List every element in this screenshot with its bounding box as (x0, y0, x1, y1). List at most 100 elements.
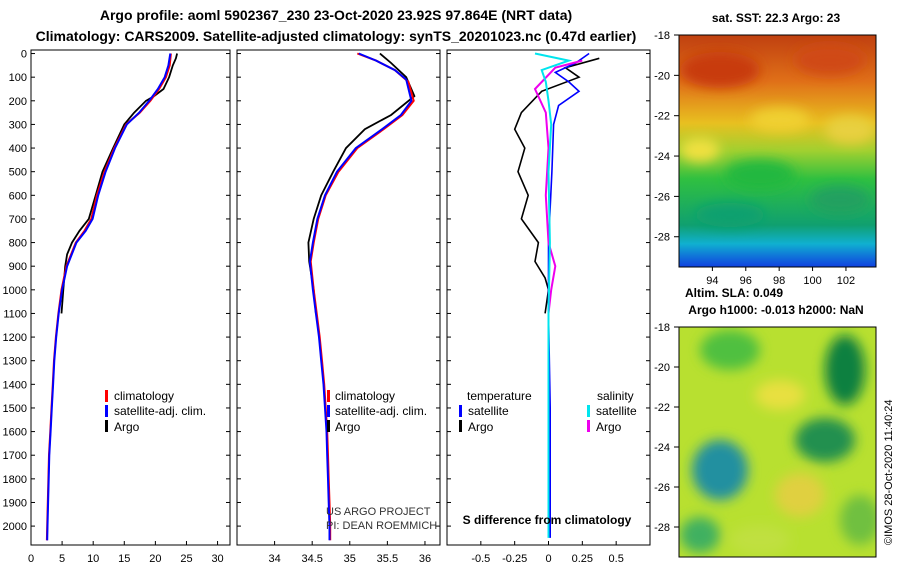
legend-swatch-climatology (327, 390, 330, 402)
lat-tick-label: -26 (654, 482, 670, 494)
temperature-panel (30, 49, 231, 546)
x-tick-label: 34 (268, 553, 280, 565)
lat-tick-label: -18 (654, 322, 670, 334)
sst-map-title: sat. SST: 22.3 Argo: 23 (712, 11, 841, 25)
sla-map-frame (678, 326, 877, 558)
temperature-legend: climatology satellite-adj. clim. Argo (105, 389, 206, 434)
x-tick-label: 0.5 (609, 553, 624, 565)
legend-group-temperature: temperature (467, 389, 532, 403)
x-tick-label: 35 (344, 553, 356, 565)
legend-swatch-s-satellite (587, 405, 590, 417)
legend-group-salinity: salinity (597, 389, 634, 403)
x-tick-label: 34.5 (301, 553, 322, 565)
temperature-lines (45, 53, 178, 541)
legend-label-s-satellite: satellite (596, 404, 637, 418)
depth-tick-label: 1500 (3, 403, 27, 415)
series-argo (307, 52, 416, 314)
depth-tick-label: 100 (9, 72, 27, 84)
series-s-satellite (534, 52, 573, 538)
lat-tick-label: -20 (654, 362, 670, 374)
depth-tick-label: 300 (9, 119, 27, 131)
lat-tick-label: -22 (654, 402, 670, 414)
plot-title-line2: Climatology: CARS2009. Satellite-adjuste… (35, 28, 637, 44)
depth-tick-label: 1400 (3, 379, 27, 391)
depth-tick-label: 800 (9, 238, 27, 250)
difference-title: S difference from climatology (463, 513, 632, 527)
x-tick-label: -0.5 (471, 553, 490, 565)
sla-map-title-line2: Argo h1000: -0.013 h2000: NaN (688, 303, 863, 317)
legend-swatch-argo (105, 420, 108, 432)
legend-swatch-t-satellite (459, 405, 462, 417)
lat-tick-label: -24 (654, 442, 670, 454)
x-tick-label: 25 (180, 553, 192, 565)
salinity-difference-x-axis: -0.5 -0.25 0 0.25 0.5 (471, 541, 624, 565)
depth-tick-label: 400 (9, 143, 27, 155)
plot-title-line1: Argo profile: aoml 5902367_230 23-Oct-20… (99, 7, 573, 23)
lat-tick-label: -28 (654, 522, 670, 534)
x-tick-label: -0.25 (502, 553, 527, 565)
salinity-x-axis: 34 34.5 35 35.5 36 (268, 541, 431, 565)
lat-tick-label: -28 (654, 232, 670, 244)
sst-map-frame (678, 34, 877, 268)
salinity-legend: climatology satellite-adj. clim. Argo (327, 389, 427, 434)
depth-tick-label: 1300 (3, 356, 27, 368)
difference-legend: temperature satellite Argo salinity sate… (459, 389, 637, 434)
depth-tick-label: 0 (21, 49, 27, 61)
legend-swatch-satellite (105, 405, 108, 417)
legend-swatch-s-argo (587, 420, 590, 432)
sla-map-image (679, 327, 876, 557)
series-climatology (309, 52, 415, 541)
series-t-satellite (547, 52, 590, 538)
depth-tick-label: 1900 (3, 497, 27, 509)
legend-label-satellite: satellite-adj. clim. (335, 404, 427, 418)
x-tick-label: 30 (211, 553, 223, 565)
legend-label-argo: Argo (114, 420, 140, 434)
lat-tick-label: -24 (654, 151, 670, 163)
legend-swatch-satellite (327, 405, 330, 417)
lon-tick-label: 94 (706, 275, 718, 287)
x-tick-label: 0 (28, 553, 34, 565)
depth-tick-label: 1800 (3, 474, 27, 486)
legend-label-t-argo: Argo (468, 420, 494, 434)
lat-tick-label: -20 (654, 70, 670, 82)
depth-axis: 0 100 200 300 400 500 600 700 800 900 1000 1100 1200… (3, 49, 650, 533)
depth-tick-label: 2000 (3, 521, 27, 533)
legend-label-satellite: satellite-adj. clim. (114, 404, 206, 418)
legend-swatch-t-argo (459, 420, 462, 432)
legend-label-climatology: climatology (114, 389, 174, 403)
series-s-argo (533, 59, 583, 314)
depth-tick-label: 1600 (3, 427, 27, 439)
depth-tick-label: 1200 (3, 332, 27, 344)
depth-tick-label: 900 (9, 261, 27, 273)
lon-tick-label: 96 (740, 275, 752, 287)
x-tick-label: 36 (419, 553, 431, 565)
depth-tick-label: 1700 (3, 450, 27, 462)
imos-timestamp: ©IMOS 28-Oct-2020 11:40:24 (883, 400, 895, 545)
depth-tick-label: 1100 (3, 308, 27, 320)
depth-tick-label: 600 (9, 190, 27, 202)
legend-swatch-climatology (105, 390, 108, 402)
depth-tick-label: 1000 (3, 285, 27, 297)
series-satellite-adj-clim- (308, 52, 413, 541)
lon-tick-label: 102 (837, 275, 855, 287)
x-tick-label: 10 (87, 553, 99, 565)
x-tick-label: 0.25 (572, 553, 593, 565)
salinity-panel (236, 49, 441, 546)
lon-tick-label: 98 (773, 275, 785, 287)
series-satellite-adj-clim- (46, 53, 172, 541)
credit-project: US ARGO PROJECT (326, 506, 431, 518)
series-climatology (45, 53, 172, 541)
credit-pi: PI: DEAN ROEMMICH (326, 520, 437, 532)
lat-tick-label: -18 (654, 30, 670, 42)
sla-map-axes: -18 -20 -22 -24 -26 -28 (654, 322, 679, 534)
sla-map-title-line1: Altim. SLA: 0.049 (685, 286, 783, 300)
x-tick-label: 0 (545, 553, 551, 565)
temperature-x-axis: 0 5 10 15 20 25 30 (28, 541, 224, 565)
legend-label-t-satellite: satellite (468, 404, 509, 418)
legend-label-argo: Argo (335, 420, 361, 434)
difference-lines (513, 52, 600, 538)
lon-tick-label: 100 (803, 275, 821, 287)
legend-label-climatology: climatology (335, 389, 395, 403)
depth-tick-label: 500 (9, 167, 27, 179)
